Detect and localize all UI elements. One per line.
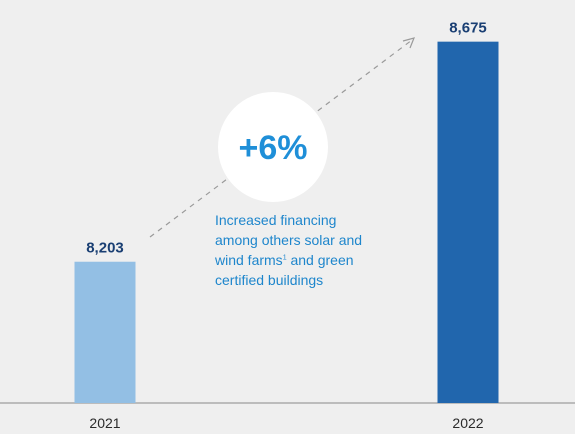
x-tick-2021: 2021 <box>89 415 120 431</box>
x-tick-2022: 2022 <box>452 415 483 431</box>
annotation-text-end: and green certified buildings <box>215 252 354 288</box>
trend-arrow-head <box>402 37 416 49</box>
annotation-text: Increased financing among others solar a… <box>215 210 375 290</box>
growth-badge-text: +6% <box>239 129 308 167</box>
value-label-2022: 8,675 <box>449 20 487 37</box>
footnote-marker: 1 <box>282 254 287 262</box>
growth-badge-circle <box>218 92 328 202</box>
bar-2022 <box>437 41 499 403</box>
value-label-2021: 8,203 <box>86 240 124 257</box>
annotation-text-main: Increased financing among others solar a… <box>215 212 363 268</box>
bar-2021 <box>74 261 136 403</box>
